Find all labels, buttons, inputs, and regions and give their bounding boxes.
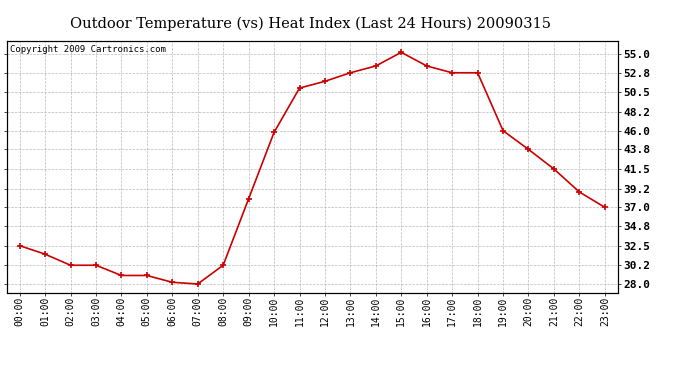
- Text: Copyright 2009 Cartronics.com: Copyright 2009 Cartronics.com: [10, 45, 166, 54]
- Text: Outdoor Temperature (vs) Heat Index (Last 24 Hours) 20090315: Outdoor Temperature (vs) Heat Index (Las…: [70, 17, 551, 31]
